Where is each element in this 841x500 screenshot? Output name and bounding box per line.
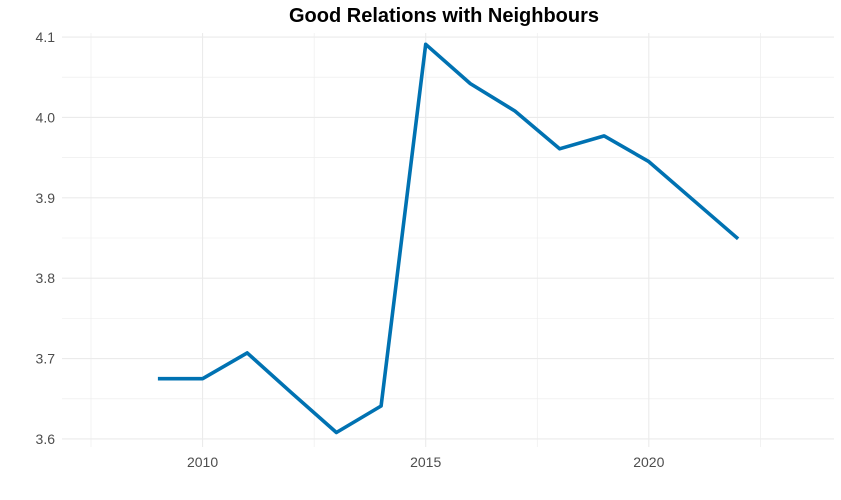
chart-title: Good Relations with Neighbours — [289, 5, 599, 27]
x-tick-label: 2020 — [633, 454, 664, 470]
y-tick-label: 3.9 — [36, 190, 56, 206]
y-tick-label: 4.1 — [36, 29, 56, 45]
y-tick-label: 4.0 — [36, 109, 56, 125]
x-tick-label: 2015 — [410, 454, 441, 470]
x-tick-label: 2010 — [187, 454, 218, 470]
y-tick-label: 3.7 — [36, 351, 56, 367]
series-line — [157, 42, 740, 435]
y-tick-label: 3.6 — [36, 431, 56, 447]
y-tick-label: 3.8 — [36, 270, 56, 286]
